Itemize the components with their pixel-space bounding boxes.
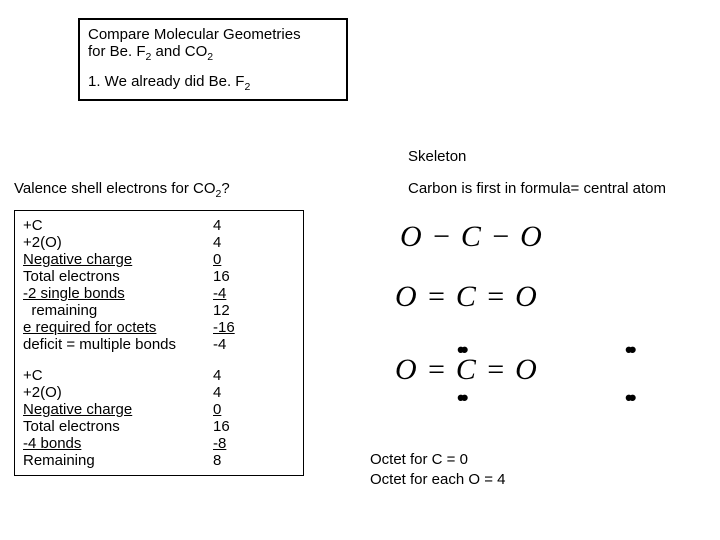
calc-row: deficit = multiple bonds-4 (23, 336, 295, 353)
title-text-2a: for Be. F (88, 43, 146, 60)
title-line1: Compare Molecular Geometries for Be. F2 … (88, 26, 338, 63)
title-sub-3: 2 (244, 81, 250, 93)
calc-label: Remaining (23, 452, 213, 469)
lonepair-dots: •• (457, 337, 464, 363)
lonepair-dots: •• (457, 385, 464, 411)
calc-row: -4 bonds-8 (23, 435, 295, 452)
octet-line-2: Octet for each O = 4 (370, 470, 505, 490)
calc-row: Negative charge0 (23, 401, 295, 418)
calc-value: 16 (213, 268, 295, 285)
lewis-double-bond: O = C = O (395, 280, 538, 314)
calc-label: Negative charge (23, 401, 213, 418)
calc-label: Total electrons (23, 268, 213, 285)
calc-label: e required for octets (23, 319, 213, 336)
calc-label: +C (23, 367, 213, 384)
calc-label: deficit = multiple bonds (23, 336, 213, 353)
central-atom-text: Carbon is first in formula= central atom (408, 180, 666, 197)
calc-row: +C4 (23, 217, 295, 234)
calc-value: 0 (213, 401, 295, 418)
calc-label: +C (23, 217, 213, 234)
calc-value: 8 (213, 452, 295, 469)
calc-label: Negative charge (23, 251, 213, 268)
calc-row: Total electrons16 (23, 418, 295, 435)
lewis-formula: O = C = O (395, 353, 538, 387)
title-box: Compare Molecular Geometries for Be. F2 … (78, 18, 348, 101)
calc-row: e required for octets-16 (23, 319, 295, 336)
title-text-1: Compare Molecular Geometries (88, 26, 301, 43)
calc-row: Remaining8 (23, 452, 295, 469)
octet-line-1: Octet for C = 0 (370, 450, 505, 470)
calc-value: -8 (213, 435, 295, 452)
calc-row: +C4 (23, 367, 295, 384)
valence-heading: Valence shell electrons for CO2? (14, 180, 230, 200)
octet-summary: Octet for C = 0 Octet for each O = 4 (370, 450, 505, 489)
calculation-box: +C4+2(O)4Negative charge0Total electrons… (14, 210, 304, 476)
calc-label: +2(O) (23, 384, 213, 401)
lewis-double-bond-lonepairs: O = C = O •• •• •• •• (395, 335, 685, 415)
calc-value: 4 (213, 234, 295, 251)
lonepair-dots: •• (625, 337, 632, 363)
calc-value: 0 (213, 251, 295, 268)
calc-row: Negative charge0 (23, 251, 295, 268)
valence-text-post: ? (221, 180, 229, 197)
calc-block-1: +C4+2(O)4Negative charge0Total electrons… (23, 217, 295, 353)
calc-row: +2(O)4 (23, 234, 295, 251)
calc-value: 16 (213, 418, 295, 435)
skeleton-heading: Skeleton (408, 148, 466, 165)
title-text-3: 1. We already did Be. F (88, 73, 244, 90)
lonepair-dots: •• (625, 385, 632, 411)
lewis-single-bond: O − C − O (400, 220, 543, 254)
calc-label: remaining (23, 302, 213, 319)
title-text-2b: and CO (151, 43, 207, 60)
valence-text-pre: Valence shell electrons for CO (14, 180, 215, 197)
title-sub-2: 2 (207, 51, 213, 63)
calc-value: 4 (213, 217, 295, 234)
calc-label: Total electrons (23, 418, 213, 435)
calc-row: +2(O)4 (23, 384, 295, 401)
calc-value: 4 (213, 367, 295, 384)
calc-value: -16 (213, 319, 295, 336)
calc-value: 12 (213, 302, 295, 319)
calc-label: +2(O) (23, 234, 213, 251)
calc-gap (23, 353, 295, 367)
calc-value: 4 (213, 384, 295, 401)
calc-value: -4 (213, 285, 295, 302)
title-line2: 1. We already did Be. F2 (88, 73, 338, 93)
calc-row: remaining12 (23, 302, 295, 319)
calc-value: -4 (213, 336, 295, 353)
calc-label: -4 bonds (23, 435, 213, 452)
calc-label: -2 single bonds (23, 285, 213, 302)
calc-block-2: +C4+2(O)4Negative charge0Total electrons… (23, 367, 295, 469)
calc-row: -2 single bonds-4 (23, 285, 295, 302)
calc-row: Total electrons16 (23, 268, 295, 285)
